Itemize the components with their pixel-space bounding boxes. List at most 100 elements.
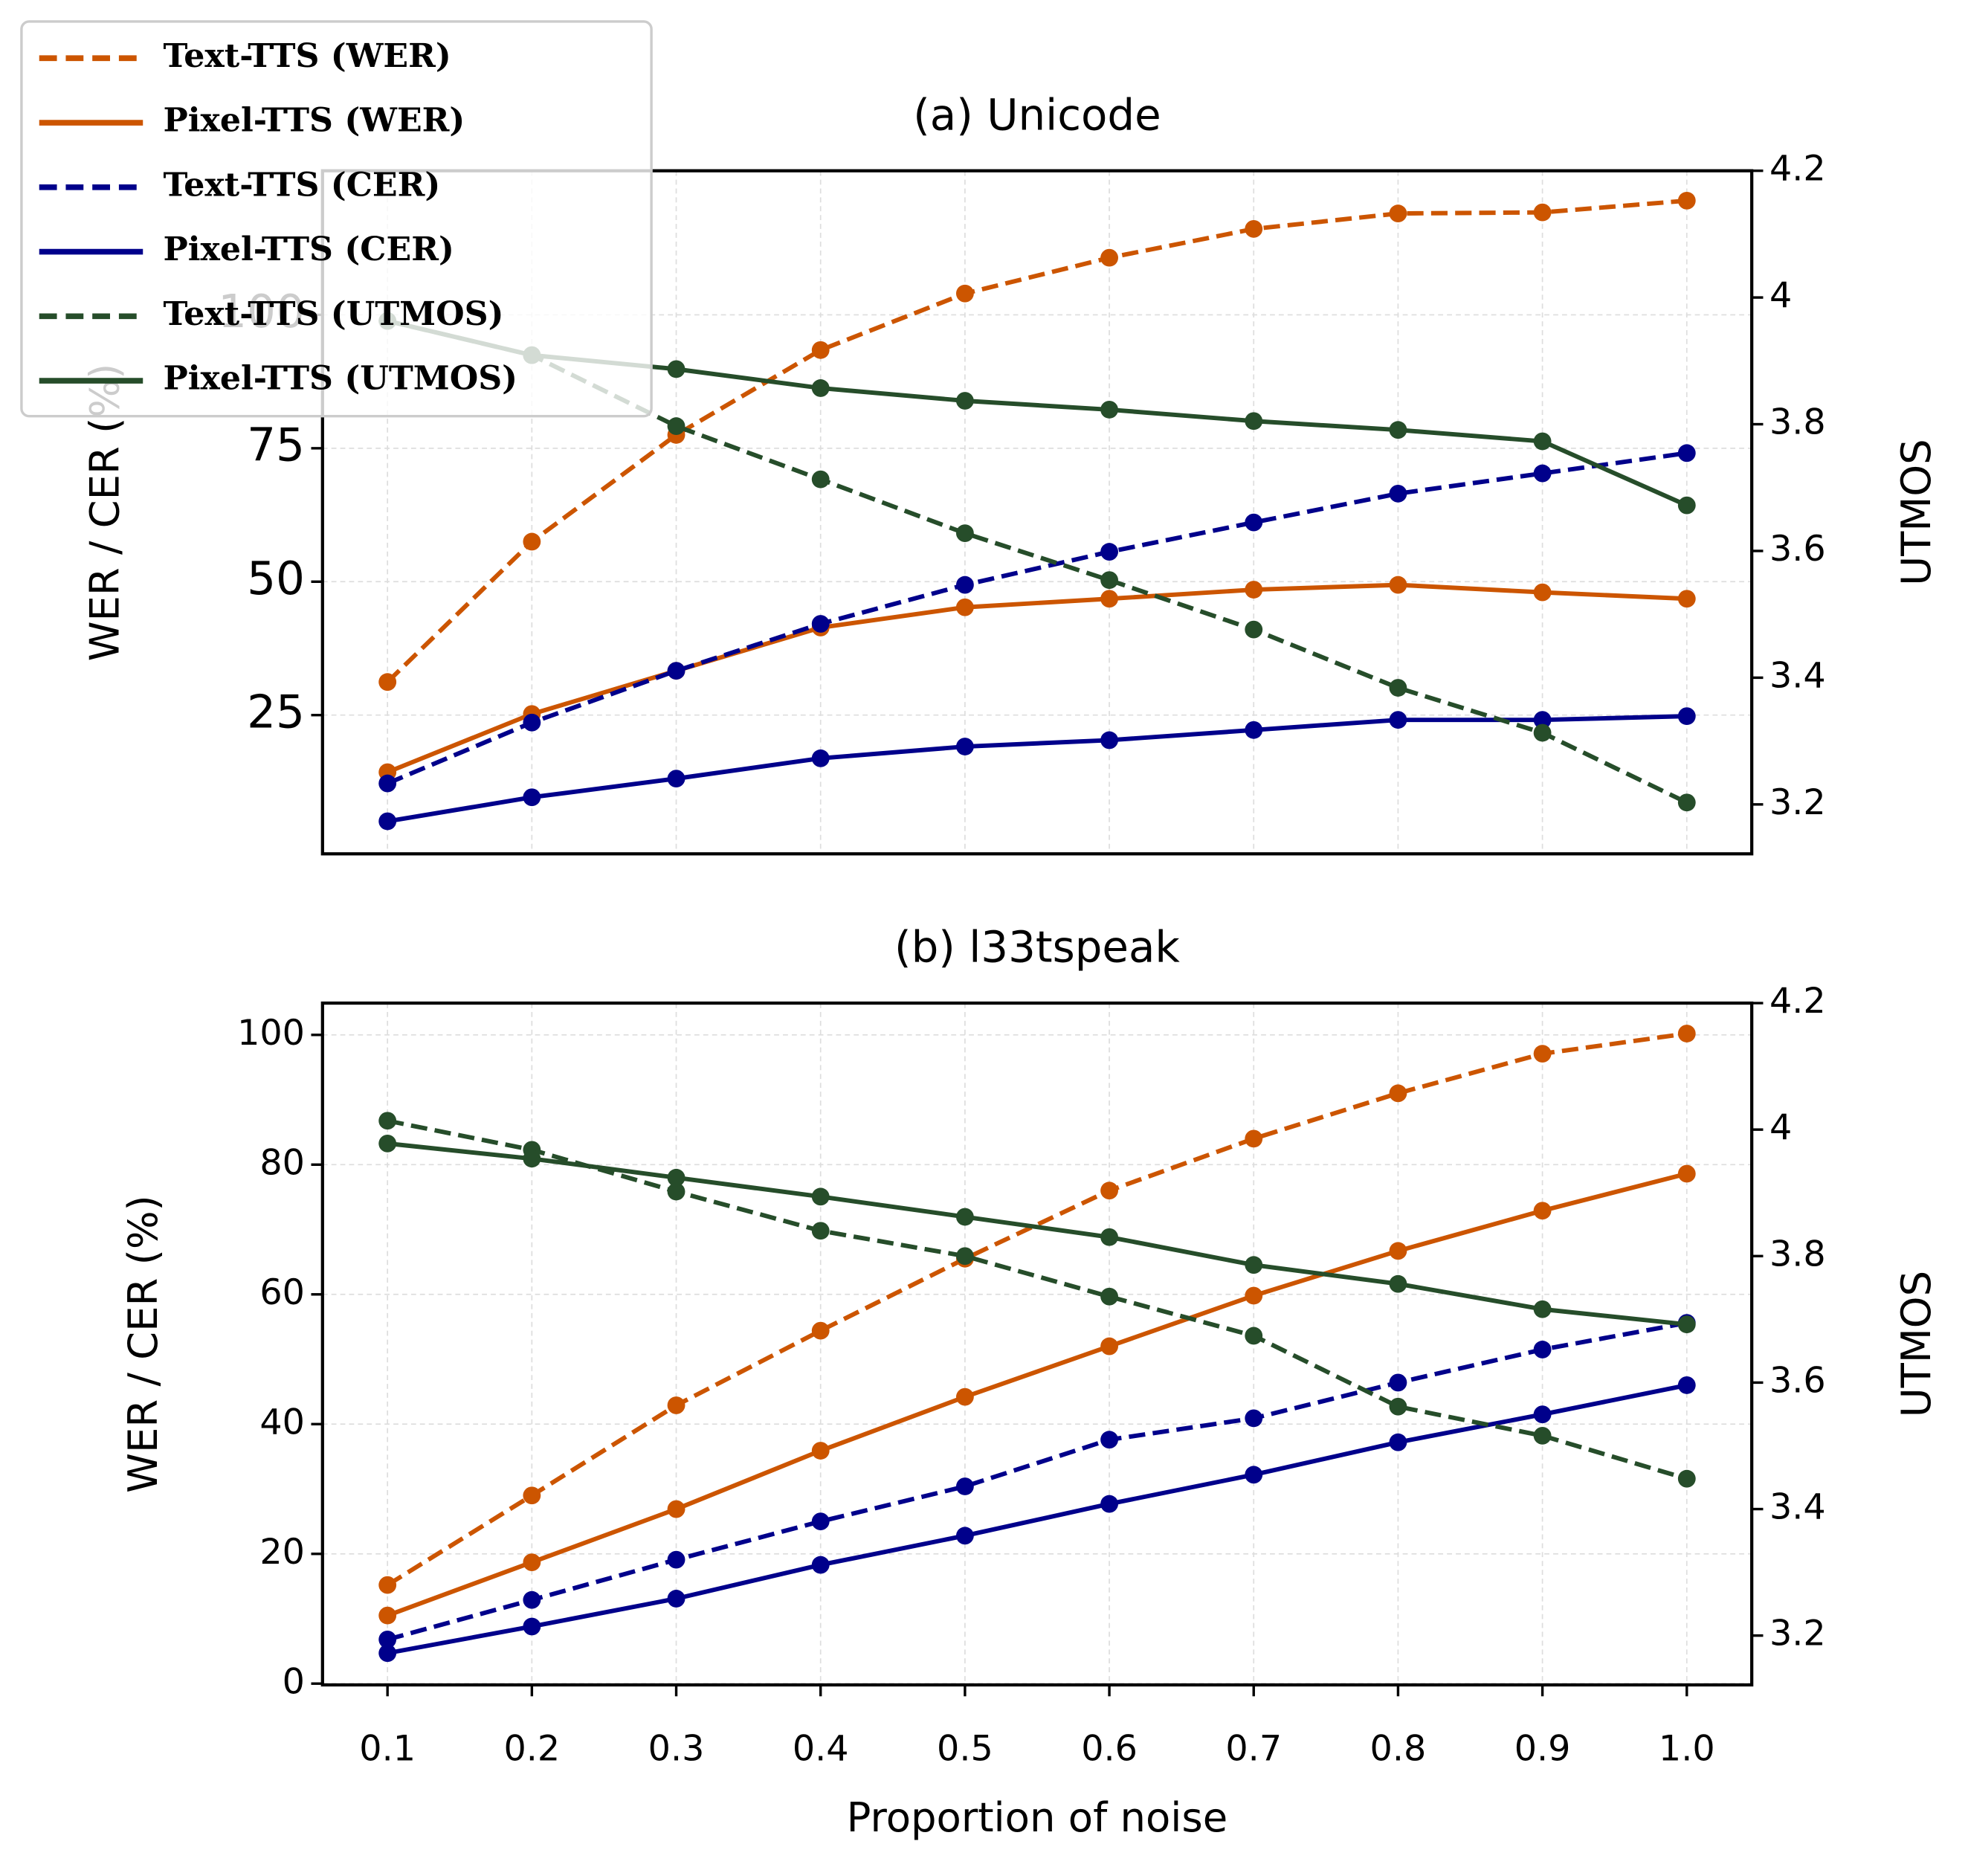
data-point xyxy=(1389,711,1407,729)
legend-label: Pixel-TTS (WER) xyxy=(163,101,465,140)
x-tick-label: 1.0 xyxy=(1659,1728,1715,1769)
data-point xyxy=(1533,1341,1552,1358)
figure-body: 25 50 75 100 3.2 3.4 3.6 3.8 4 4.2 (a) Unicode WER … xyxy=(20,20,1940,1841)
data-point xyxy=(811,341,830,359)
data-point xyxy=(811,1556,830,1574)
x-tick-label: 0.5 xyxy=(937,1728,993,1769)
data-point xyxy=(1100,248,1118,267)
data-point xyxy=(1533,203,1552,222)
data-point xyxy=(955,1387,974,1406)
data-point xyxy=(1245,1256,1263,1274)
data-point xyxy=(811,1321,830,1340)
y2-tick-label: 3.4 xyxy=(1769,1487,1826,1528)
data-point xyxy=(955,1527,974,1545)
series-line xyxy=(387,1118,1688,1481)
data-point xyxy=(378,812,397,831)
data-point xyxy=(955,1247,974,1266)
data-point xyxy=(667,770,685,788)
data-point xyxy=(667,417,685,435)
x-tick-label: 0.8 xyxy=(1370,1728,1427,1769)
data-point xyxy=(811,1442,830,1460)
legend-label: Text-TTS (CER) xyxy=(163,165,440,204)
data-point xyxy=(811,1512,830,1531)
data-point xyxy=(1533,1300,1552,1318)
data-point xyxy=(1245,219,1263,238)
data-point xyxy=(1677,496,1696,515)
y-axis-label: WER / CER (%) xyxy=(119,1195,167,1493)
data-point xyxy=(1100,731,1118,750)
series-line xyxy=(387,1171,1688,1618)
chart-title: (a) Unicode xyxy=(913,89,1161,140)
data-point xyxy=(811,379,830,397)
data-point xyxy=(1533,1405,1552,1424)
data-point xyxy=(378,1644,397,1663)
data-point xyxy=(1245,1129,1263,1148)
data-point xyxy=(1245,1286,1263,1305)
y-tick-label: 0 xyxy=(283,1661,305,1702)
series-line xyxy=(387,451,1688,786)
data-point xyxy=(1677,793,1696,812)
data-point xyxy=(1100,1337,1118,1356)
data-point xyxy=(1100,1495,1118,1513)
data-point xyxy=(1245,1409,1263,1428)
y2-tick-label: 3.2 xyxy=(1769,1614,1826,1654)
data-point xyxy=(1245,620,1263,639)
y-tick-label: 40 xyxy=(259,1402,305,1443)
data-point xyxy=(1389,1373,1407,1392)
data-point xyxy=(1245,1466,1263,1484)
data-point xyxy=(1533,1202,1552,1220)
series-line xyxy=(387,714,1687,824)
x-tick-label: 0.9 xyxy=(1514,1728,1571,1769)
x-tick-label: 0.2 xyxy=(503,1728,560,1769)
data-point xyxy=(523,1150,541,1168)
data-point xyxy=(1389,1433,1407,1451)
data-point xyxy=(811,470,830,489)
y-tick-label: 100 xyxy=(237,1013,305,1054)
data-point xyxy=(1100,590,1118,608)
data-point xyxy=(955,738,974,755)
data-point xyxy=(1677,191,1696,210)
x-tick-label: 0.6 xyxy=(1081,1728,1138,1769)
data-point xyxy=(1677,444,1696,462)
data-point xyxy=(523,1553,541,1572)
data-point xyxy=(667,1396,685,1414)
data-point xyxy=(955,576,974,594)
y-tick-label: 25 xyxy=(247,686,305,738)
data-point xyxy=(955,392,974,410)
y2-tick-label: 4 xyxy=(1769,1107,1792,1148)
data-point xyxy=(1677,590,1696,608)
data-point xyxy=(1389,1084,1407,1103)
data-point xyxy=(1677,1469,1696,1488)
plot-frame xyxy=(320,169,1754,856)
legend-label: Text-TTS (UTMOS) xyxy=(163,294,503,333)
series-line xyxy=(386,1031,1688,1587)
data-point xyxy=(378,1631,397,1648)
data-point xyxy=(523,1486,541,1505)
y2-axis-label: UTMOS xyxy=(1892,439,1940,585)
chart-title: (b) l33tspeak xyxy=(894,922,1180,973)
series-line xyxy=(387,1383,1688,1656)
data-point xyxy=(523,1617,541,1636)
data-point xyxy=(1533,711,1552,729)
data-point xyxy=(1677,1025,1696,1042)
data-point xyxy=(1245,513,1263,532)
data-point xyxy=(1389,421,1407,439)
data-point xyxy=(667,1168,685,1187)
data-point xyxy=(1245,581,1263,599)
series-line xyxy=(387,1141,1688,1327)
data-point xyxy=(1533,464,1552,483)
data-point xyxy=(523,532,541,551)
data-point xyxy=(811,1187,830,1206)
data-point xyxy=(378,1576,397,1594)
data-point xyxy=(1245,1327,1263,1345)
data-point xyxy=(1100,401,1118,419)
data-point xyxy=(1677,1315,1696,1334)
data-point xyxy=(523,713,541,732)
y-tick-label: 50 xyxy=(247,552,305,605)
series-line xyxy=(387,1321,1688,1642)
data-point xyxy=(523,788,541,807)
legend-label: Pixel-TTS (CER) xyxy=(163,230,454,268)
x-tick-label: 0.3 xyxy=(648,1728,705,1769)
legend-label: Pixel-TTS (UTMOS) xyxy=(163,359,517,398)
data-point xyxy=(1389,1274,1407,1293)
